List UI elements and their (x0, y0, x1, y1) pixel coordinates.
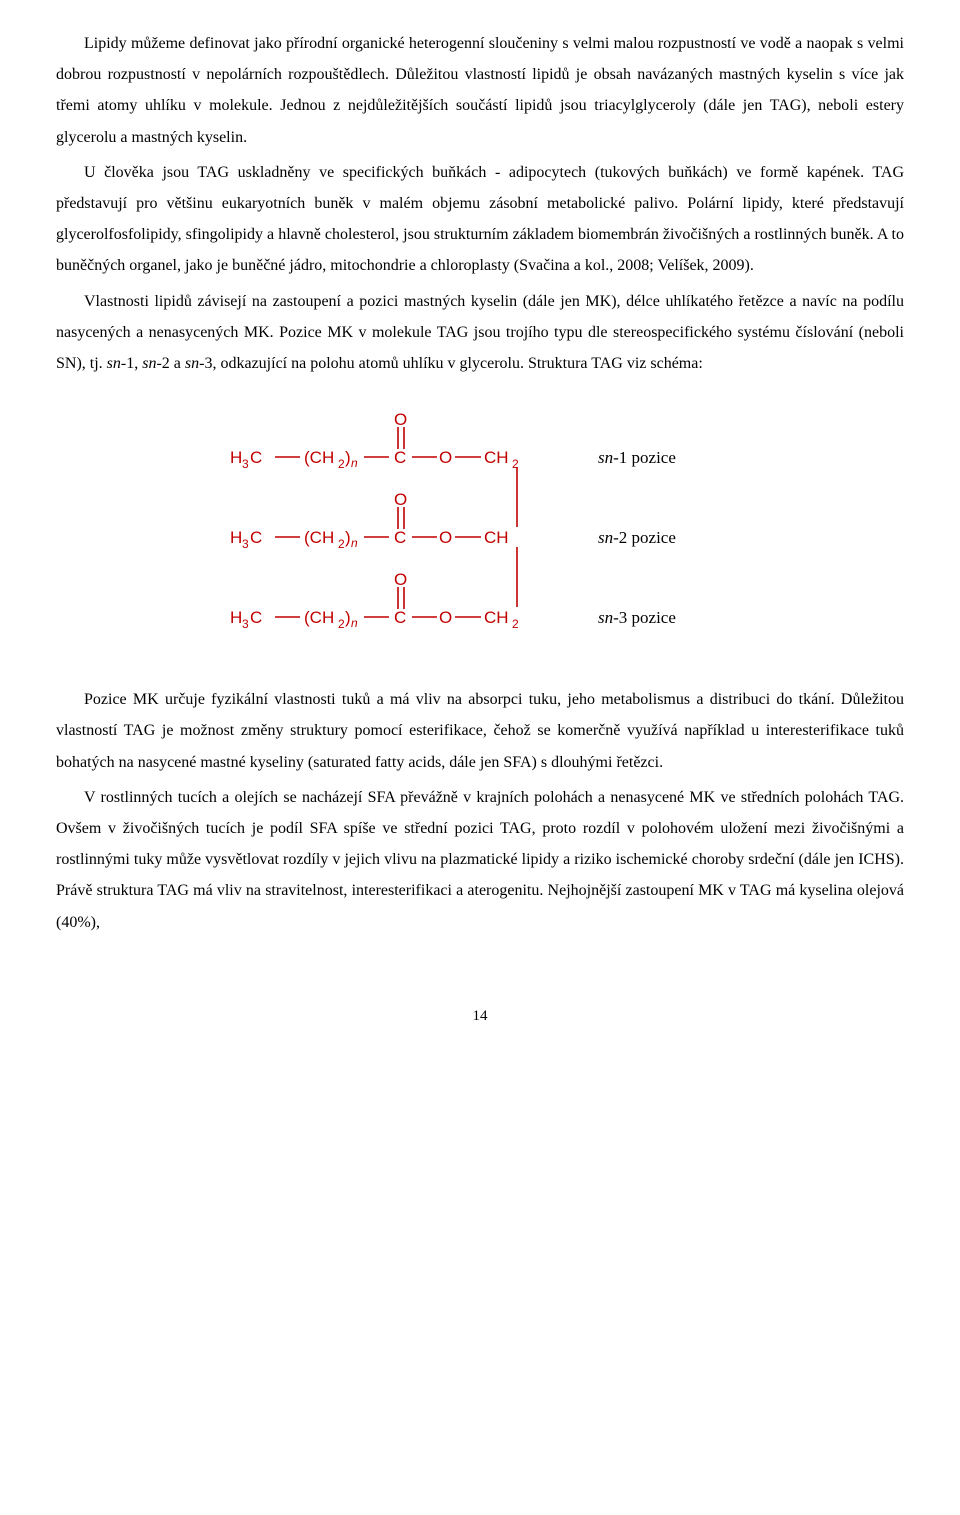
svg-text:3: 3 (242, 457, 249, 471)
svg-text:n: n (351, 456, 358, 470)
svg-text:O: O (394, 490, 407, 509)
svg-text:sn-1 pozice: sn-1 pozice (598, 448, 676, 467)
svg-text:): ) (345, 448, 351, 467)
svg-text:C: C (394, 608, 406, 627)
svg-text:O: O (394, 410, 407, 429)
p3-c: -2 a (156, 355, 184, 372)
p3-sn3: sn (185, 355, 199, 372)
sn3-label-sn: sn- (598, 608, 619, 627)
svg-text:C: C (250, 448, 262, 467)
svg-text:2: 2 (338, 537, 345, 551)
svg-text:n: n (351, 536, 358, 550)
svg-text:O: O (439, 528, 452, 547)
svg-text:C: C (394, 528, 406, 547)
svg-text:2: 2 (338, 617, 345, 631)
svg-text:sn-2 pozice: sn-2 pozice (598, 528, 676, 547)
svg-text:O: O (439, 448, 452, 467)
svg-text:(CH: (CH (304, 528, 334, 547)
p3-sn2: sn (142, 355, 156, 372)
svg-text:n: n (351, 616, 358, 630)
sn1-label-rest: 1 pozice (619, 448, 676, 467)
svg-text:sn-3 pozice: sn-3 pozice (598, 608, 676, 627)
paragraph-2: U člověka jsou TAG uskladněny ve specifi… (56, 157, 904, 282)
tag-structure-diagram: H3C (CH2)n C O O CH2 H3C (CH2)n C O O CH… (56, 407, 904, 658)
svg-text:H: H (230, 608, 242, 627)
svg-text:C: C (250, 608, 262, 627)
p3-d: -3, odkazující na polohu atomů uhlíku v … (199, 355, 703, 372)
svg-text:C: C (250, 528, 262, 547)
sn3-label-rest: 3 pozice (619, 608, 676, 627)
paragraph-5: V rostlinných tucích a olejích se nacház… (56, 782, 904, 938)
p3-b: -1, (121, 355, 142, 372)
svg-text:(CH: (CH (304, 608, 334, 627)
sn2-label-sn: sn- (598, 528, 619, 547)
svg-text:O: O (394, 570, 407, 589)
paragraph-1: Lipidy můžeme definovat jako přírodní or… (56, 28, 904, 153)
svg-text:CH: CH (484, 608, 509, 627)
svg-text:2: 2 (512, 457, 519, 471)
svg-text:H: H (230, 528, 242, 547)
sn1-label-sn: sn- (598, 448, 619, 467)
svg-text:O: O (439, 608, 452, 627)
svg-text:(CH: (CH (304, 448, 334, 467)
svg-text:CH: CH (484, 528, 509, 547)
svg-text:3: 3 (242, 537, 249, 551)
page-number: 14 (56, 1002, 904, 1031)
svg-text:): ) (345, 528, 351, 547)
svg-text:): ) (345, 608, 351, 627)
paragraph-4: Pozice MK určuje fyzikální vlastnosti tu… (56, 684, 904, 778)
sn2-label-rest: 2 pozice (619, 528, 676, 547)
svg-text:3: 3 (242, 617, 249, 631)
svg-text:2: 2 (338, 457, 345, 471)
p3-sn1: sn (107, 355, 121, 372)
svg-text:2: 2 (512, 617, 519, 631)
svg-text:CH: CH (484, 448, 509, 467)
svg-text:H: H (230, 448, 242, 467)
paragraph-3: Vlastnosti lipidů závisejí na zastoupení… (56, 286, 904, 380)
svg-text:C: C (394, 448, 406, 467)
